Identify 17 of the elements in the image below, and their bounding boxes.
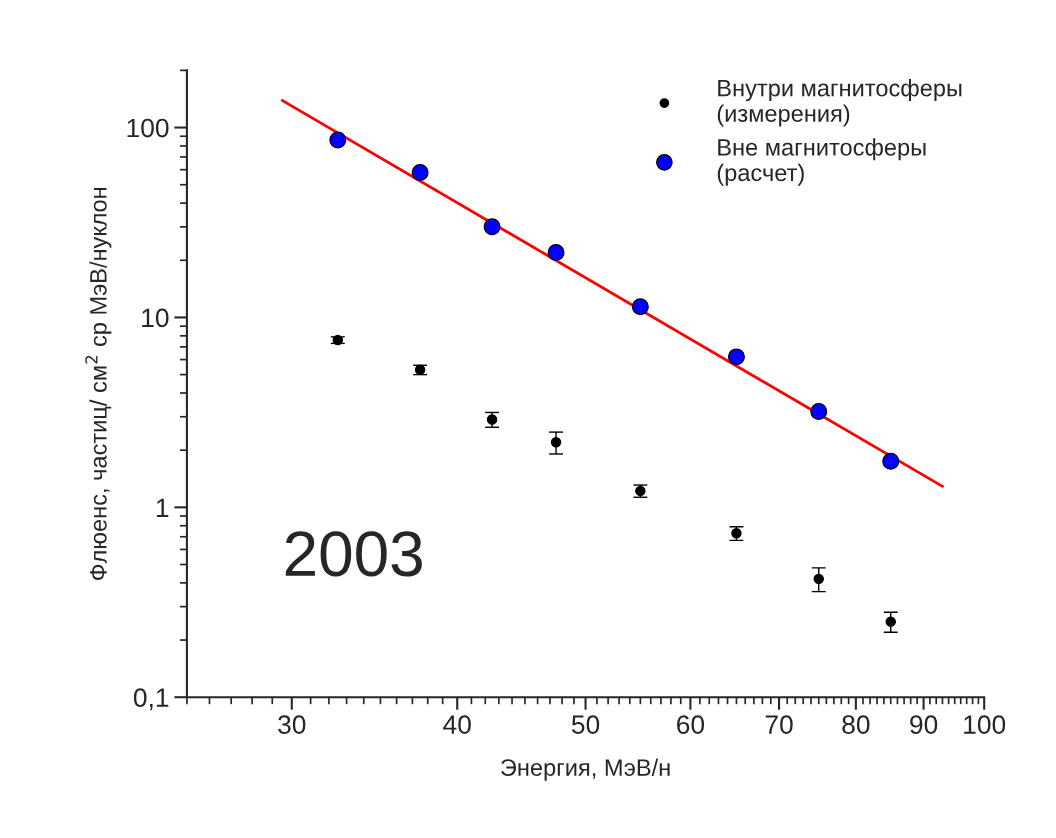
x-tick-label: 60 <box>677 715 705 734</box>
x-tick-label: 30 <box>278 715 306 734</box>
legend-label: Вне магнитосферы (расчет) <box>717 138 926 186</box>
x-tick-label: 90 <box>910 715 938 734</box>
y-tick-label: 10 <box>142 308 169 328</box>
y-tick-label: 100 <box>127 118 169 138</box>
x-tick-label: 50 <box>571 715 600 734</box>
y-tick-label: 1 <box>156 498 169 517</box>
annotation: 2003 <box>285 531 422 577</box>
x-tick-label: 40 <box>443 715 471 734</box>
x-tick-label: 70 <box>765 715 793 734</box>
y-axis-title: Флюенс, частиц/ см$^{2}$ ср МэВ/нуклон <box>85 188 112 581</box>
y-tick-label: 0,1 <box>133 688 169 711</box>
x-axis-title: Энергия, МэВ/н <box>501 758 670 781</box>
legend-label: Внутри магнитосферы (измерения) <box>717 79 962 127</box>
x-tick-label: 100 <box>964 715 1006 734</box>
x-tick-label: 80 <box>842 715 870 734</box>
